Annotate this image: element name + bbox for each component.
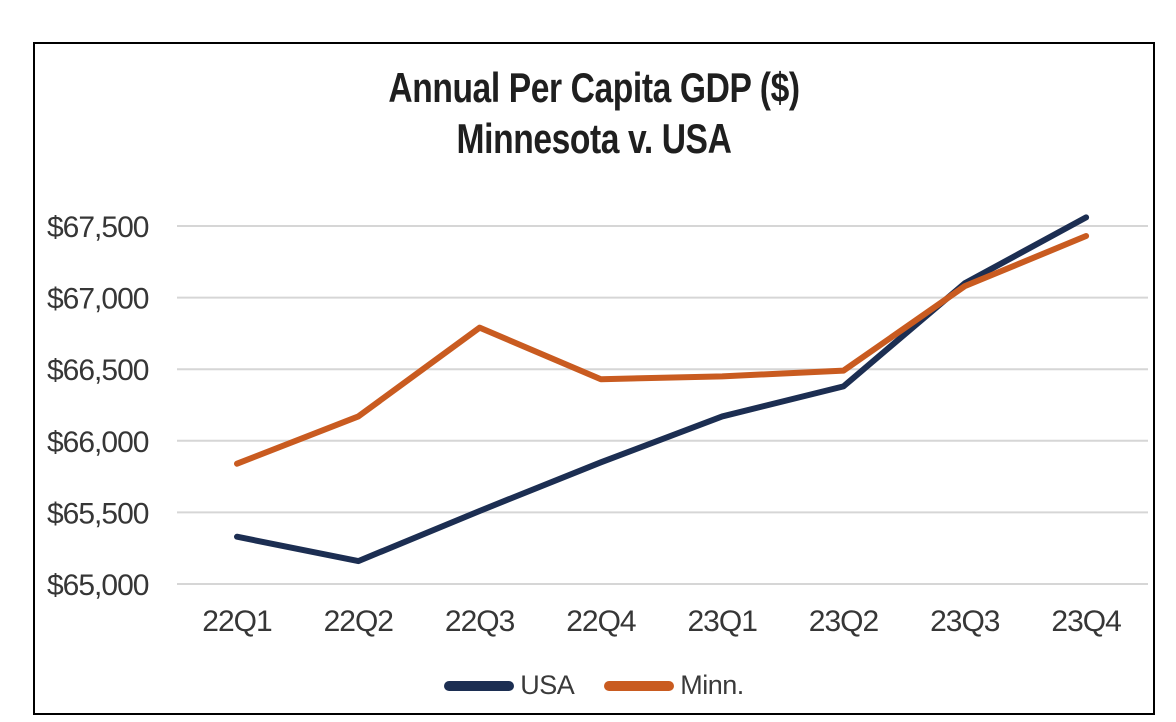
y-axis-tick-label: $65,500 [47, 497, 149, 530]
legend-swatch-minn [604, 680, 675, 691]
y-axis-tick-label: $67,500 [47, 211, 149, 244]
x-axis-tick-label: 23Q1 [688, 605, 758, 638]
x-axis-tick-label: 22Q2 [324, 605, 394, 638]
y-axis-tick-label: $67,000 [47, 283, 149, 316]
y-axis-tick-label: $66,000 [47, 426, 149, 459]
chart-title-line-2: Minnesota v. USA [456, 115, 732, 162]
legend: USA Minn. [33, 670, 1155, 701]
y-axis-tick-label: $65,000 [47, 569, 149, 602]
chart-title-line-1: Annual Per Capita GDP ($) [388, 64, 800, 111]
y-axis-tick-label: $66,500 [47, 354, 149, 387]
x-axis-tick-label: 22Q4 [566, 605, 636, 638]
series-line-minn [234, 233, 1090, 467]
x-axis-tick-label: 23Q3 [930, 605, 1000, 638]
legend-label-minn: Minn. [680, 670, 744, 700]
x-axis-tick-label: 23Q2 [809, 605, 879, 638]
legend-swatch-usa [444, 680, 515, 691]
series-line-usa [234, 214, 1090, 565]
chart-title: Annual Per Capita GDP ($) Minnesota v. U… [145, 62, 1043, 164]
legend-item-minn: Minn. [604, 670, 744, 701]
x-axis-tick-label: 22Q3 [445, 605, 515, 638]
x-axis-tick-label: 22Q1 [202, 605, 272, 638]
x-axis-tick-label: 23Q4 [1051, 605, 1121, 638]
legend-item-usa: USA [444, 670, 575, 701]
legend-label-usa: USA [520, 670, 575, 700]
